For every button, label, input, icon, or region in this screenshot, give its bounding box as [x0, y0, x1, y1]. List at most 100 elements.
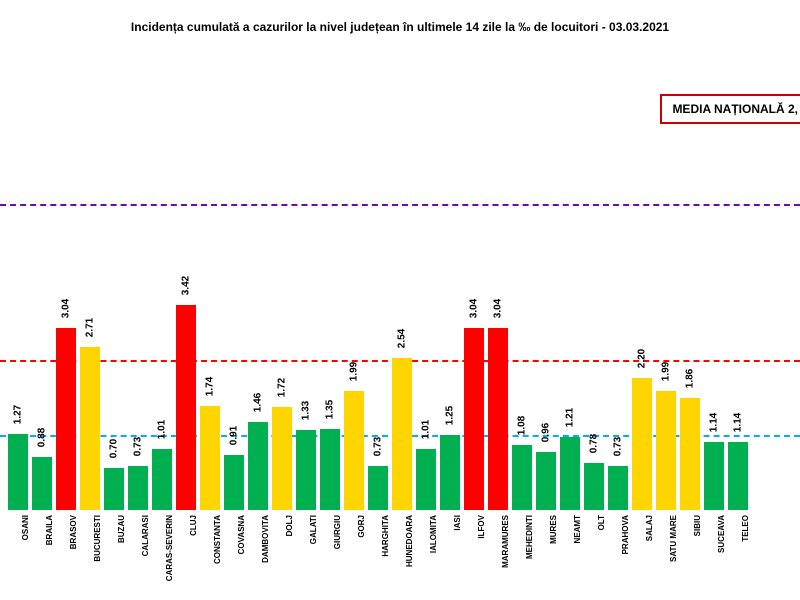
x-axis-label: IASI [453, 515, 462, 531]
bar [152, 449, 172, 510]
plot-area: 1.270.883.042.710.700.731.013.421.740.91… [0, 150, 800, 510]
x-axis-label: CALARASI [141, 515, 150, 556]
bar-value-label: 1.46 [253, 393, 264, 412]
bar-value-label: 2.54 [397, 328, 408, 347]
x-axis-label: IALOMITA [429, 515, 438, 553]
x-axis-label: SATU MARE [669, 515, 678, 562]
x-axis-label: BRASOV [69, 515, 78, 549]
bar [224, 455, 244, 510]
bar [272, 407, 292, 510]
bar-slot: 1.46 [246, 422, 270, 510]
x-axis-label: OSANI [21, 515, 30, 540]
bar-value-label: 1.01 [157, 420, 168, 439]
bar-value-label: 0.70 [109, 439, 120, 458]
bar-value-label: 0.96 [541, 423, 552, 442]
x-axis-label: NEAMT [573, 515, 582, 543]
x-axis-label: HUNEDOARA [405, 515, 414, 567]
bar-value-label: 3.42 [181, 276, 192, 295]
bar-slot: 0.96 [534, 452, 558, 510]
bar-value-label: 1.08 [517, 416, 528, 435]
bar [176, 305, 196, 510]
bar-value-label: 1.99 [661, 361, 672, 380]
bar-slot: 2.20 [630, 378, 654, 510]
bar-slot: 3.04 [486, 328, 510, 510]
bar-value-label: 0.91 [229, 426, 240, 445]
bar-slot: 3.42 [174, 305, 198, 510]
bar-value-label: 1.21 [565, 408, 576, 427]
x-axis-label: CARAS-SEVERIN [165, 515, 174, 581]
chart-title: Incidența cumulată a cazurilor la nivel … [0, 20, 800, 34]
x-axis-label: COVASNA [237, 515, 246, 554]
bar-slot: 2.54 [390, 358, 414, 510]
bar-value-label: 1.25 [445, 406, 456, 425]
bar-value-label: 1.86 [685, 369, 696, 388]
bar-value-label: 2.71 [85, 318, 96, 337]
x-axis-label: GIURGIU [333, 515, 342, 549]
x-axis-label: MURES [549, 515, 558, 544]
bar [392, 358, 412, 510]
bar-value-label: 0.88 [37, 428, 48, 447]
bar-slot: 1.14 [702, 442, 726, 510]
bar [320, 429, 340, 510]
bar [680, 398, 700, 510]
bar [296, 430, 316, 510]
x-axis-label: CONSTANTA [213, 515, 222, 564]
bar [56, 328, 76, 510]
bar-value-label: 3.04 [61, 298, 72, 317]
bar [512, 445, 532, 510]
bar-slot: 2.71 [78, 347, 102, 510]
bars-container: 1.270.883.042.710.700.731.013.421.740.91… [0, 150, 800, 510]
x-axis-label: MARAMURES [501, 515, 510, 568]
bar [104, 468, 124, 510]
national-average-box: MEDIA NAȚIONALĂ 2, [660, 94, 800, 124]
bar-slot: 1.86 [678, 398, 702, 510]
bar-slot: 1.99 [654, 391, 678, 510]
bar [80, 347, 100, 510]
x-axis-label: OLT [597, 515, 606, 530]
bar [416, 449, 436, 510]
bar-slot: 0.88 [30, 457, 54, 510]
bar-slot: 1.27 [6, 434, 30, 510]
x-axis-label: SIBIU [693, 515, 702, 536]
x-axis-label: HARGHITA [381, 515, 390, 557]
bar [128, 466, 148, 510]
bar-value-label: 0.73 [133, 437, 144, 456]
x-axis-label: DAMBOVITA [261, 515, 270, 563]
bar-slot: 1.08 [510, 445, 534, 510]
bar [8, 434, 28, 510]
bar [32, 457, 52, 510]
bar-value-label: 1.72 [277, 378, 288, 397]
bar [656, 391, 676, 510]
x-axis-label: ILFOV [477, 515, 486, 539]
x-axis-label: DOLJ [285, 515, 294, 536]
bar-slot: 0.73 [366, 466, 390, 510]
x-axis-label: SUCEAVA [717, 515, 726, 553]
bar-slot: 1.72 [270, 407, 294, 510]
bar-slot: 1.99 [342, 391, 366, 510]
bar-slot: 0.73 [126, 466, 150, 510]
x-axis-label: GORJ [357, 515, 366, 538]
bar-value-label: 1.27 [13, 405, 24, 424]
bar-slot: 1.35 [318, 429, 342, 510]
bar [704, 442, 724, 510]
bar-value-label: 3.04 [493, 298, 504, 317]
bar-slot: 3.04 [54, 328, 78, 510]
bar-slot: 1.74 [198, 406, 222, 510]
bar-value-label: 1.14 [733, 412, 744, 431]
bar [464, 328, 484, 510]
x-axis-label: BRAILA [45, 515, 54, 545]
bar [560, 437, 580, 510]
bar-value-label: 1.99 [349, 361, 360, 380]
bar [368, 466, 388, 510]
bar-value-label: 1.33 [301, 401, 312, 420]
bar-slot: 1.14 [726, 442, 750, 510]
bar-slot: 0.73 [606, 466, 630, 510]
bar-slot: 3.04 [462, 328, 486, 510]
bar-value-label: 2.20 [637, 349, 648, 368]
bar-value-label: 1.14 [709, 412, 720, 431]
bar-value-label: 0.73 [373, 437, 384, 456]
bar [536, 452, 556, 510]
bar-slot: 1.01 [414, 449, 438, 510]
bar-value-label: 0.78 [589, 434, 600, 453]
bar [440, 435, 460, 510]
